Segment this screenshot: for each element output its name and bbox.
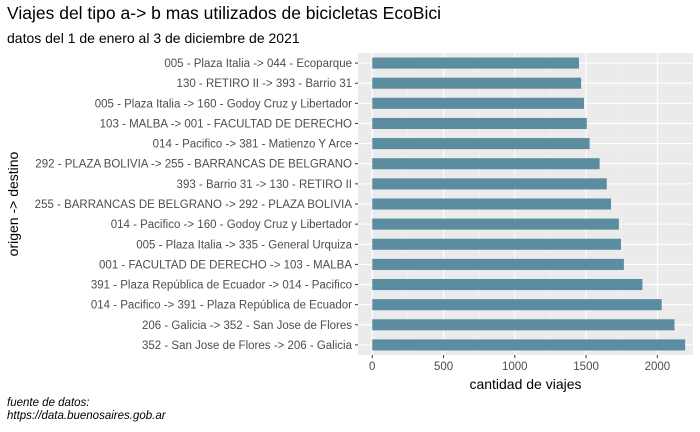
caption-source-url: https://data.buenosaires.gob.ar <box>7 410 166 422</box>
bar <box>372 339 686 351</box>
bar <box>372 117 587 130</box>
y-tick-label: 292 - PLAZA BOLIVIA -> 255 - BARRANCAS D… <box>35 159 352 171</box>
y-tick-label: 255 - BARRANCAS DE BELGRANO -> 292 - PLA… <box>35 199 353 211</box>
bar <box>372 178 607 190</box>
x-tick-label: 1000 <box>502 361 528 373</box>
caption-line-1: fuente de datos: <box>7 397 90 409</box>
y-tick-label: 352 - San Jose de Flores -> 206 - Galici… <box>142 340 353 352</box>
x-tick-label: 0 <box>369 361 375 373</box>
y-tick-label: 391 - Plaza República de Ecuador -> 014 … <box>91 280 352 292</box>
bar <box>372 198 612 210</box>
y-axis-title: origen -> destino <box>5 151 21 256</box>
y-tick-label: 005 - Plaza Italia -> 044 - Ecoparque <box>164 58 352 70</box>
y-tick-label: 014 - Pacifico -> 381 - Matienzo Y Arce <box>153 139 352 151</box>
y-tick-label: 005 - Plaza Italia -> 335 - General Urqu… <box>136 239 352 251</box>
bars <box>372 57 686 351</box>
bar <box>372 238 622 250</box>
y-tick-label: 005 - Plaza Italia -> 160 - Godoy Cruz y… <box>95 98 352 110</box>
y-tick-label: 393 - Barrio 31 -> 130 - RETIRO II <box>177 179 352 191</box>
x-axis-ticks: 0 500 1000 1500 2000 <box>369 355 670 373</box>
y-tick-label: 014 - Pacifico -> 160 - Godoy Cruz y Lib… <box>111 219 352 231</box>
bar <box>372 258 624 270</box>
bar <box>372 319 675 331</box>
y-tick-label: 130 - RETIRO II -> 393 - Barrio 31 <box>177 78 352 90</box>
y-tick-label: 206 - Galicia -> 352 - San Jose de Flore… <box>142 320 352 332</box>
bar <box>372 218 619 230</box>
y-tick-label: 014 - Pacifico -> 391 - Plaza República … <box>91 300 352 312</box>
bar <box>372 97 584 109</box>
x-tick-label: 1500 <box>573 361 599 373</box>
x-axis-title: cantidad de viajes <box>469 376 581 392</box>
chart-title: Viajes del tipo a-> b mas utilizados de … <box>7 3 441 23</box>
bar <box>372 57 579 69</box>
bar <box>372 77 582 89</box>
caption: fuente de datos: https://data.buenosaire… <box>7 397 166 423</box>
x-tick-label: 500 <box>434 361 453 373</box>
chart-subtitle: datos del 1 de enero al 3 de diciembre d… <box>7 30 300 46</box>
x-tick-label: 2000 <box>645 361 671 373</box>
bar <box>372 158 600 170</box>
y-tick-label: 103 - MALBA -> 001 - FACULTAD DE DERECHO <box>100 118 352 130</box>
bar <box>372 278 643 291</box>
bar <box>372 299 662 311</box>
y-axis-ticks: 005 - Plaza Italia -> 044 - Ecoparque 130… <box>35 58 358 352</box>
y-tick-label: 001 - FACULTAD DE DERECHO -> 103 - MALBA <box>99 259 352 271</box>
bar <box>372 138 590 150</box>
